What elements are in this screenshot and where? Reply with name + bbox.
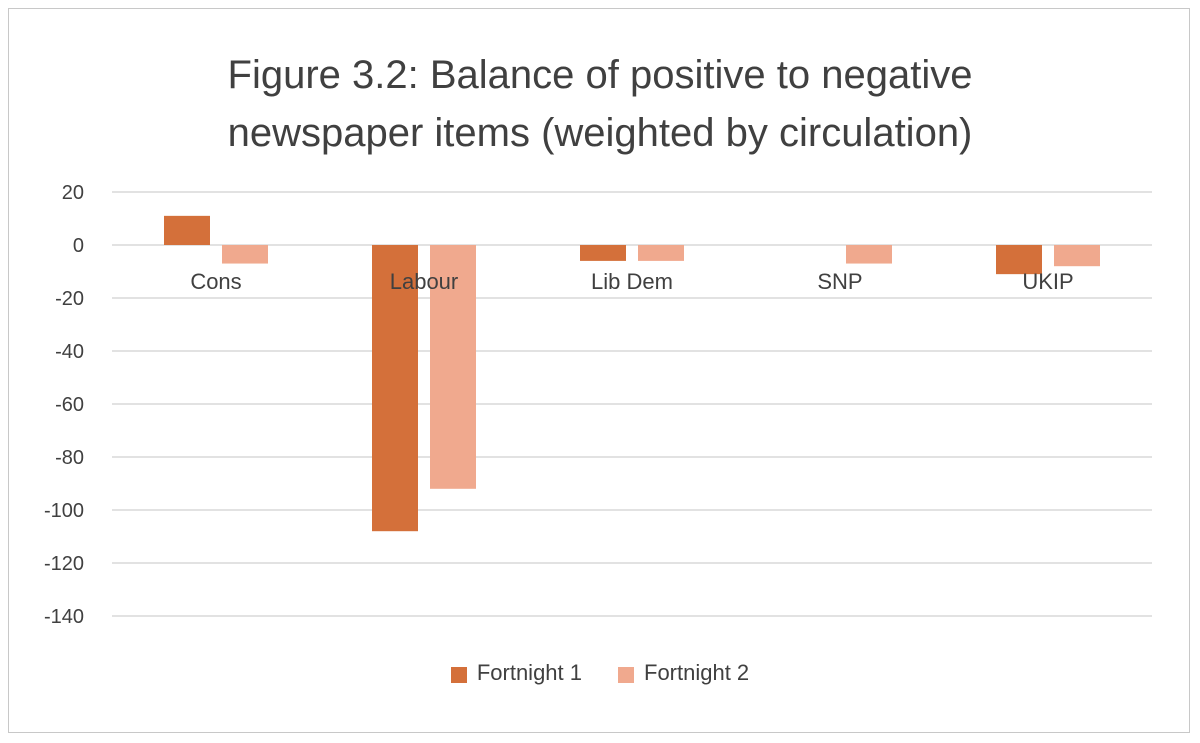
chart-title-line-1: Figure 3.2: Balance of positive to negat…: [227, 53, 973, 97]
bar-fortnight-2-labour: [430, 245, 476, 489]
chart-title: Figure 3.2: Balance of positive to negat…: [0, 46, 1200, 162]
bar-fortnight-1-ukip: [996, 245, 1042, 275]
bar-fortnight-1-cons: [164, 215, 210, 245]
category-label: SNP: [817, 269, 862, 294]
category-label: Labour: [390, 269, 459, 294]
legend-label-fortnight-1: Fortnight 1: [476, 660, 582, 685]
bar-fortnight-1-labour: [372, 245, 418, 532]
y-tick-label: -80: [55, 447, 84, 469]
legend-label-fortnight-2: Fortnight 2: [644, 660, 750, 685]
y-tick-label: 20: [62, 182, 84, 204]
category-label: Cons: [190, 269, 241, 294]
y-tick-label: -120: [44, 553, 84, 575]
chart-legend: Fortnight 1 Fortnight 2: [0, 660, 1200, 686]
bar-fortnight-1-lib-dem: [580, 245, 626, 261]
y-tick-label: -60: [55, 394, 84, 416]
category-label: Lib Dem: [591, 269, 673, 294]
bar-fortnight-2-snp: [846, 245, 892, 264]
legend-item-fortnight-2: Fortnight 2: [618, 660, 749, 686]
legend-item-fortnight-1: Fortnight 1: [450, 660, 582, 686]
y-tick-label: -20: [55, 288, 84, 310]
legend-swatch-fortnight-1: [450, 667, 467, 683]
chart-title-line-2: newspaper items (weighted by circulation…: [227, 111, 973, 155]
bar-fortnight-2-cons: [222, 245, 268, 264]
legend-swatch-fortnight-2: [618, 667, 634, 683]
chart-frame: [8, 8, 1190, 733]
y-tick-label: -140: [44, 606, 84, 628]
y-tick-label: 0: [73, 235, 84, 257]
category-label: UKIP: [1022, 269, 1073, 294]
bar-fortnight-2-ukip: [1054, 245, 1100, 267]
y-tick-label: -40: [55, 341, 84, 363]
bar-fortnight-2-lib-dem: [638, 245, 684, 261]
y-tick-label: -100: [44, 500, 84, 522]
